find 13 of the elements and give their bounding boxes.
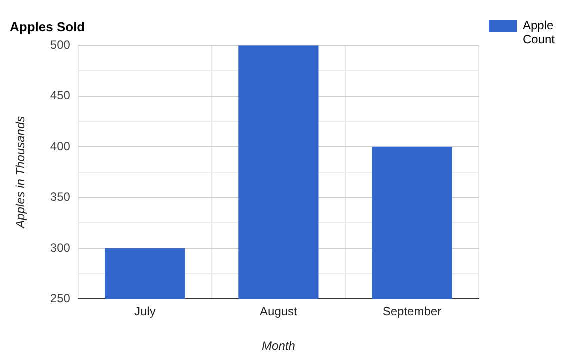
y-tick-label: 250 (50, 292, 71, 306)
x-tick-label: July (134, 304, 156, 319)
y-tick-label: 500 (50, 38, 71, 52)
x-tick-label: September (382, 304, 442, 319)
y-axis-title: Apples in Thousands (14, 116, 28, 230)
x-tick-label: August (260, 304, 298, 319)
y-tick-label: 300 (50, 240, 71, 255)
x-axis-title: Month (262, 339, 296, 354)
chart-title: Apples Sold (10, 19, 86, 34)
y-tick-label: 450 (50, 88, 71, 103)
legend-label: Apple Count (522, 18, 556, 47)
y-tick-label: 400 (50, 139, 71, 154)
y-tick-label: 350 (50, 190, 71, 204)
